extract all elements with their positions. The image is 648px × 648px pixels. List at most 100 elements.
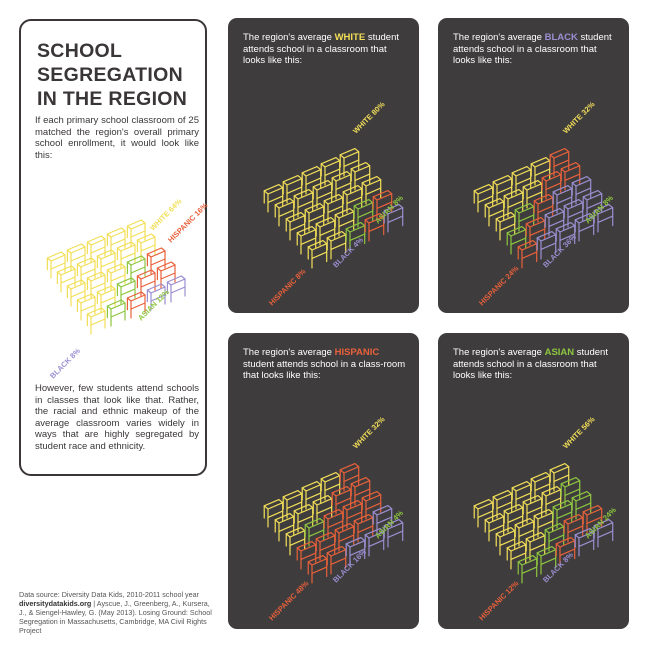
white-panel-title: The region's average WHITE student atten… [243,32,400,67]
white-panel-desk-white [312,179,333,209]
overall-desk-hispanic [126,291,146,319]
hispanic-panel-desk-hispanic [315,531,336,561]
hispanic-panel-desk-white [282,489,303,519]
black-panel-desk-hispanic [525,216,546,246]
asian-panel-label-hispanic: HISPANIC 12% [477,579,521,623]
overall-desk-white [96,285,116,313]
asian-panel-classroom-diagram: WHITE 56%ASIAN 24%HISPANIC 12%BLACK 8% [473,415,618,623]
white-panel-desk-white [307,239,328,269]
black-panel-desk-black [563,198,584,228]
white-panel-desk-white [334,207,355,237]
overall-desk-white [126,219,146,247]
asian-panel-desk-asian [560,476,581,506]
hispanic-panel-desk-white [301,480,322,510]
asian-panel-label-white: WHITE 56% [561,415,597,451]
black-panel-desk-hispanic [560,161,581,191]
asian-panel-desk-white [484,512,505,542]
asian-panel-desk-asian [552,499,573,529]
black-panel-classroom-diagram: WHITE 32%ASIAN 8%HISPANIC 24%BLACK 36% [473,100,615,308]
hispanic-panel-desk-white [312,494,333,524]
black-panel-desk-white [473,183,494,213]
white-panel-desk-white [293,188,314,218]
black-panel-desk-black [582,189,603,219]
asian-panel-desk-white [503,503,524,533]
overall-desk-white [116,241,136,269]
white-panel-desk-white [282,174,303,204]
overall-desk-hispanic [146,247,166,275]
black-panel-desk-black [552,184,573,214]
asian-panel-desk-hispanic [582,504,603,534]
asian-panel-desk-white [525,531,546,561]
black-panel-desk-black [555,221,576,251]
white-panel-desk-white [326,230,347,260]
black-panel-desk-hispanic [533,193,554,223]
black-panel-label-white: WHITE 32% [561,100,597,136]
hispanic-panel-desk-hispanic [323,508,344,538]
asian-panel-desk-white [522,494,543,524]
asian-panel-desk-asian [536,545,557,575]
white-panel-desk-black [383,203,404,233]
asian-panel-desk-white [492,489,513,519]
hispanic-panel-desk-hispanic [350,476,371,506]
overall-desk-white [46,251,66,279]
white-panel-desk-asian [353,198,374,228]
black-panel-desk-black [593,203,614,233]
white-panel-desk-hispanic [372,189,393,219]
overall-desk-asian [116,277,136,305]
asian-panel-desk-white [514,517,535,547]
asian-panel-desk-asian [517,554,538,584]
hispanic-panel-desk-black [364,527,385,557]
hispanic-panel-classroom-diagram: WHITE 32%ASIAN 4%HISPANIC 48%BLACK 16% [263,415,405,622]
asian-panel-desk-white [495,526,516,556]
white-panel-desk-hispanic [364,212,385,242]
asian-panel-desk-asian [544,522,565,552]
black-panel-desk-hispanic [517,239,538,269]
asian-panel-desk-white [533,508,554,538]
black-panel-desk-white [511,165,532,195]
asian-panel-desk-hispanic [563,513,584,543]
white-panel-classroom-diagram: WHITE 80%ASIAN 8%HISPANIC 8%BLACK 4% [263,100,405,308]
white-highlight: WHITE [334,32,366,43]
white-student-panel: The region's average WHITE student atten… [228,18,419,313]
white-panel-desk-white [274,197,295,227]
overall-desk-asian [126,255,146,283]
overall-classroom-diagram: WHITE 64%HISPANIC 16%ASIAN 12%BLACK 8% [46,197,209,380]
hispanic-panel-desk-black [383,518,404,548]
hispanic-panel-desk-hispanic [361,490,382,520]
asian-panel-desk-white [473,498,494,528]
white-panel-desk-white [361,175,382,205]
black-panel-desk-black [536,230,557,260]
asian-panel-title: The region's average ASIAN student atten… [453,347,608,382]
white-panel-desk-white [301,165,322,195]
hispanic-panel-desk-white [263,498,284,528]
black-panel-desk-black [574,212,595,242]
black-panel-label-hispanic: HISPANIC 24% [477,264,521,308]
black-panel-desk-white [530,156,551,186]
hispanic-panel-desk-hispanic [296,540,317,570]
black-panel-desk-white [495,211,516,241]
black-highlight: BLACK [544,32,578,43]
hispanic-panel-desk-hispanic [339,462,360,492]
black-panel-desk-hispanic [549,147,570,177]
hispanic-panel-desk-hispanic [326,545,347,575]
overall-desk-white [66,279,86,307]
black-panel-title: The region's average BLACK student atten… [453,32,612,67]
white-panel-desk-white [263,183,284,213]
black-panel-desk-asian [506,225,527,255]
hispanic-highlight: HISPANIC [334,347,380,358]
source-citation: Data source: Diversity Data Kids, 2010-2… [19,590,212,635]
outro-text: However, few students attend schools in … [35,383,199,452]
overall-desk-asian [106,299,126,327]
page-title: SCHOOL SEGREGATION IN THE REGION [37,40,188,110]
hispanic-panel-desk-hispanic [331,485,352,515]
white-panel-desk-white [331,170,352,200]
hispanic-panel-desk-hispanic [353,513,374,543]
black-panel-desk-black [571,175,592,205]
white-panel-desk-white [296,225,317,255]
overall-label-black: BLACK 8% [48,346,82,380]
overall-desk-white [86,307,106,335]
white-panel-label-hispanic: HISPANIC 8% [267,267,308,308]
overall-desk-white [56,265,76,293]
black-student-panel: The region's average BLACK student atten… [438,18,629,313]
white-panel-desk-white [323,193,344,223]
